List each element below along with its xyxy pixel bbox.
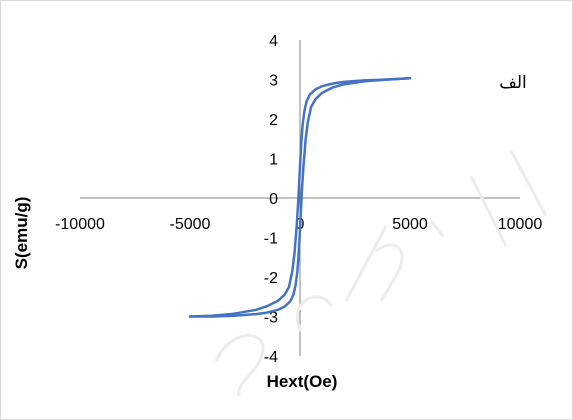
y-tick-label: 4 [269, 33, 278, 50]
y-tick-label: 0 [269, 191, 278, 208]
x-tick-label: 5000 [392, 216, 428, 233]
y-axis-title: S(emu/g) [12, 197, 31, 270]
y-tick-label: 2 [269, 112, 278, 129]
series-group [188, 77, 412, 318]
y-tick-label: -1 [264, 231, 278, 248]
x-tick-label: -10000 [55, 216, 105, 233]
series-line-1 [188, 77, 412, 318]
x-axis-title: Hext(Oe) [267, 372, 338, 391]
axes [80, 40, 520, 356]
x-tick-label: 10000 [498, 216, 543, 233]
annotation-label: الف [499, 73, 527, 93]
series-line-2 [188, 77, 412, 318]
y-tick-label: 1 [269, 152, 278, 169]
y-tick-label: -4 [264, 349, 278, 366]
y-tick-label: -2 [264, 270, 278, 287]
y-tick-label: 3 [269, 73, 278, 90]
x-tick-label: -5000 [170, 216, 211, 233]
